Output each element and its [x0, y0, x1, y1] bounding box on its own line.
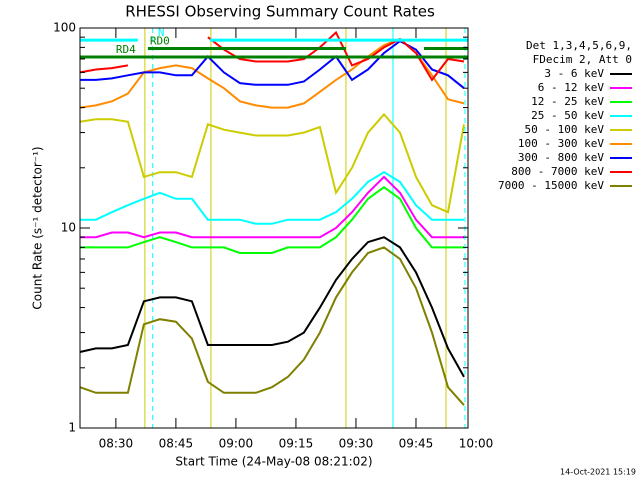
footer: 14-Oct-2021 15:19 [560, 468, 636, 477]
legend-label: 25 - 50 keV [531, 109, 604, 122]
legend-label: 800 - 7000 keV [511, 165, 604, 178]
x-tick-label: 10:00 [459, 437, 494, 451]
flag-label: RD0 [150, 34, 170, 47]
legend-title: FDecim 2, Att 0 [533, 53, 632, 66]
legend-label: 6 - 12 keV [538, 81, 605, 94]
x-tick-label: 08:45 [159, 437, 194, 451]
y-axis-label: Count Rate (s⁻¹ detector⁻¹) [31, 146, 45, 309]
flag-label: RD4 [116, 43, 136, 56]
legend-label: 50 - 100 keV [525, 123, 605, 136]
x-tick-label: 09:45 [399, 437, 434, 451]
flag-label: N [158, 26, 165, 39]
chart-title: RHESSI Observing Summary Count Rates [125, 3, 435, 21]
x-axis-label: Start Time (24-May-08 08:21:02) [175, 455, 372, 469]
y-tick-label: 1 [68, 421, 76, 435]
x-tick-label: 09:00 [219, 437, 254, 451]
legend-title: Det 1,3,4,5,6,9, [526, 39, 632, 52]
series-line [79, 112, 465, 214]
x-tick-label: 08:30 [99, 437, 134, 451]
series-line [79, 236, 465, 378]
series-line [79, 171, 464, 225]
legend-label: 12 - 25 keV [531, 95, 604, 108]
series-line [79, 185, 464, 254]
series-line [79, 246, 465, 406]
legend-label: 300 - 800 keV [518, 151, 604, 164]
series-line [79, 175, 464, 239]
y-tick-label: 100 [53, 21, 76, 35]
series-line [79, 30, 465, 82]
legend-label: 7000 - 15000 keV [498, 179, 604, 192]
y-tick-label: 10 [61, 221, 76, 235]
x-tick-label: 09:15 [279, 437, 314, 451]
legend-label: 100 - 300 keV [518, 137, 604, 150]
x-tick-label: 09:30 [339, 437, 374, 451]
legend-label: 3 - 6 keV [544, 67, 604, 80]
